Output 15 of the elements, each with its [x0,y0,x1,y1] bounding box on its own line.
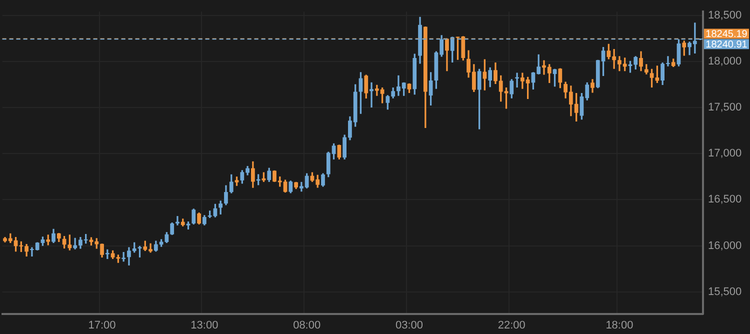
y-tick-label: 18,500 [708,9,742,22]
x-tick-label: 22:00 [498,320,526,332]
y-tick-label: 15,500 [708,286,742,298]
ref-line-label: 18240.91 [706,39,748,50]
x-tick-label: 17:00 [88,320,116,332]
ref-line-label: 18245.19 [706,29,748,40]
x-tick-label: 08:00 [293,320,321,332]
x-tick-label: 03:00 [395,320,424,332]
y-tick-label: 18,000 [708,55,742,68]
x-tick-label: 18:00 [606,320,634,332]
y-tick-label: 16,000 [708,240,742,252]
y-tick-label: 17,500 [708,102,742,114]
y-tick-label: 16,500 [708,194,742,206]
x-tick-label: 13:00 [190,320,218,332]
y-tick-label: 17,000 [708,148,742,160]
